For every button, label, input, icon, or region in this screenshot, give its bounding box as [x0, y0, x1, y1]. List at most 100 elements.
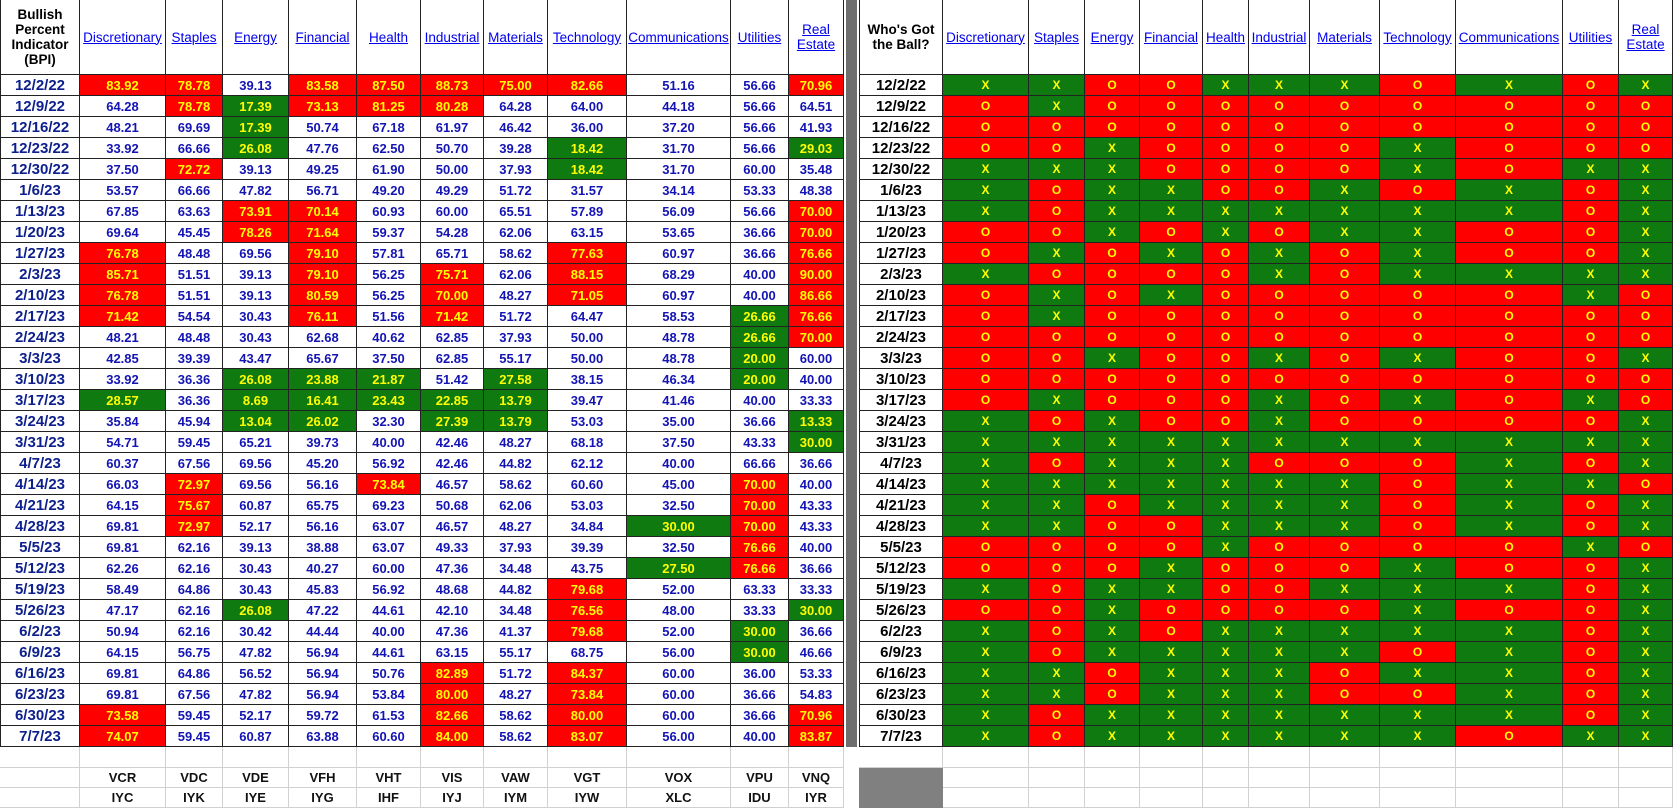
bpi-value: 39.13 [223, 285, 289, 306]
bpi-value: 40.62 [357, 327, 421, 348]
empty-cell [1249, 747, 1310, 768]
ball-mark: X [1619, 243, 1673, 264]
ball-mark: X [1085, 138, 1140, 159]
bpi-value: 65.21 [223, 432, 289, 453]
bpi-value: 44.44 [289, 621, 357, 642]
ball-mark: O [1563, 243, 1619, 264]
empty-cell [1380, 768, 1456, 788]
bpi-value: 56.16 [289, 516, 357, 537]
date: 5/5/23 [859, 537, 943, 558]
bpi-value: 17.39 [223, 117, 289, 138]
ball-mark: X [1203, 75, 1249, 96]
ball-mark: X [1563, 537, 1619, 558]
bpi-value: 23.43 [357, 390, 421, 411]
bpi-value: 70.00 [789, 222, 844, 243]
ball-mark: O [1380, 75, 1456, 96]
bpi-value: 60.97 [627, 285, 731, 306]
date: 1/20/23 [0, 222, 80, 243]
ball-mark: X [1203, 432, 1249, 453]
ball-mark: O [1563, 348, 1619, 369]
ball-mark: X [1456, 516, 1563, 537]
sector-header: Financial [289, 0, 357, 75]
bpi-value: 79.10 [289, 243, 357, 264]
bpi-value: 26.66 [731, 306, 789, 327]
ball-mark: O [1619, 96, 1673, 117]
bpi-value: 76.11 [289, 306, 357, 327]
bpi-value: 56.66 [731, 201, 789, 222]
bpi-value: 62.68 [289, 327, 357, 348]
bpi-value: 83.58 [289, 75, 357, 96]
ball-mark: O [1456, 390, 1563, 411]
empty-cell [1456, 788, 1563, 808]
empty-cell [943, 768, 1029, 788]
ball-mark: O [1310, 558, 1380, 579]
ball-mark: O [1456, 159, 1563, 180]
gray-block [859, 788, 943, 808]
ball-mark: X [1249, 411, 1310, 432]
ball-mark: X [1140, 432, 1203, 453]
bpi-value: 36.00 [731, 663, 789, 684]
ball-mark: X [1563, 159, 1619, 180]
ball-mark: X [1619, 684, 1673, 705]
ball-mark: O [1085, 306, 1140, 327]
ball-mark: O [943, 348, 1029, 369]
bpi-value: 36.66 [731, 222, 789, 243]
ball-mark: O [1380, 306, 1456, 327]
ball-mark: O [1563, 516, 1619, 537]
sector-header: Industrial [1249, 0, 1310, 75]
empty-cell [80, 747, 166, 768]
ball-mark: O [1310, 306, 1380, 327]
ticker: VHT [357, 768, 421, 788]
ball-mark: X [1249, 642, 1310, 663]
ball-mark: O [1085, 369, 1140, 390]
ball-mark: O [1203, 159, 1249, 180]
bpi-value: 48.38 [789, 180, 844, 201]
bpi-value: 33.33 [789, 579, 844, 600]
bpi-value: 37.50 [80, 159, 166, 180]
bpi-value: 48.48 [166, 327, 223, 348]
bpi-value: 36.66 [789, 621, 844, 642]
bpi-value: 83.07 [548, 726, 627, 747]
date: 4/28/23 [859, 516, 943, 537]
bpi-value: 48.48 [166, 243, 223, 264]
bpi-value: 26.08 [223, 600, 289, 621]
bpi-value: 26.02 [289, 411, 357, 432]
bpi-value: 56.94 [289, 663, 357, 684]
bpi-value: 28.57 [80, 390, 166, 411]
bpi-value: 76.66 [731, 537, 789, 558]
bpi-value: 62.06 [484, 264, 548, 285]
ball-mark: O [1249, 558, 1310, 579]
bpi-value: 62.16 [166, 558, 223, 579]
ball-mark: X [1249, 516, 1310, 537]
ball-mark: X [1619, 159, 1673, 180]
ball-mark: O [1380, 516, 1456, 537]
ball-mark: O [1029, 222, 1085, 243]
ticker: IYR [789, 788, 844, 808]
ticker: IYG [289, 788, 357, 808]
ball-mark: O [1456, 558, 1563, 579]
bpi-value: 74.07 [80, 726, 166, 747]
bpi-value: 73.84 [548, 684, 627, 705]
bpi-value: 13.04 [223, 411, 289, 432]
bpi-value: 65.75 [289, 495, 357, 516]
date: 5/19/23 [0, 579, 80, 600]
ball-mark: X [1249, 726, 1310, 747]
ball-mark: O [1380, 495, 1456, 516]
bpi-value: 58.62 [484, 474, 548, 495]
ball-mark: X [943, 201, 1029, 222]
bpi-value: 50.00 [548, 327, 627, 348]
bpi-value: 45.83 [289, 579, 357, 600]
ball-mark: O [1029, 726, 1085, 747]
empty-cell [484, 747, 548, 768]
gray-block [859, 768, 943, 788]
ball-mark: O [1456, 96, 1563, 117]
ball-mark: O [1563, 75, 1619, 96]
date: 5/12/23 [859, 558, 943, 579]
ball-mark: X [1140, 726, 1203, 747]
bpi-value: 76.66 [789, 306, 844, 327]
date: 6/9/23 [0, 642, 80, 663]
bpi-value: 63.63 [166, 201, 223, 222]
bpi-value: 26.66 [731, 327, 789, 348]
ball-mark: X [1456, 495, 1563, 516]
ticker: VPU [731, 768, 789, 788]
